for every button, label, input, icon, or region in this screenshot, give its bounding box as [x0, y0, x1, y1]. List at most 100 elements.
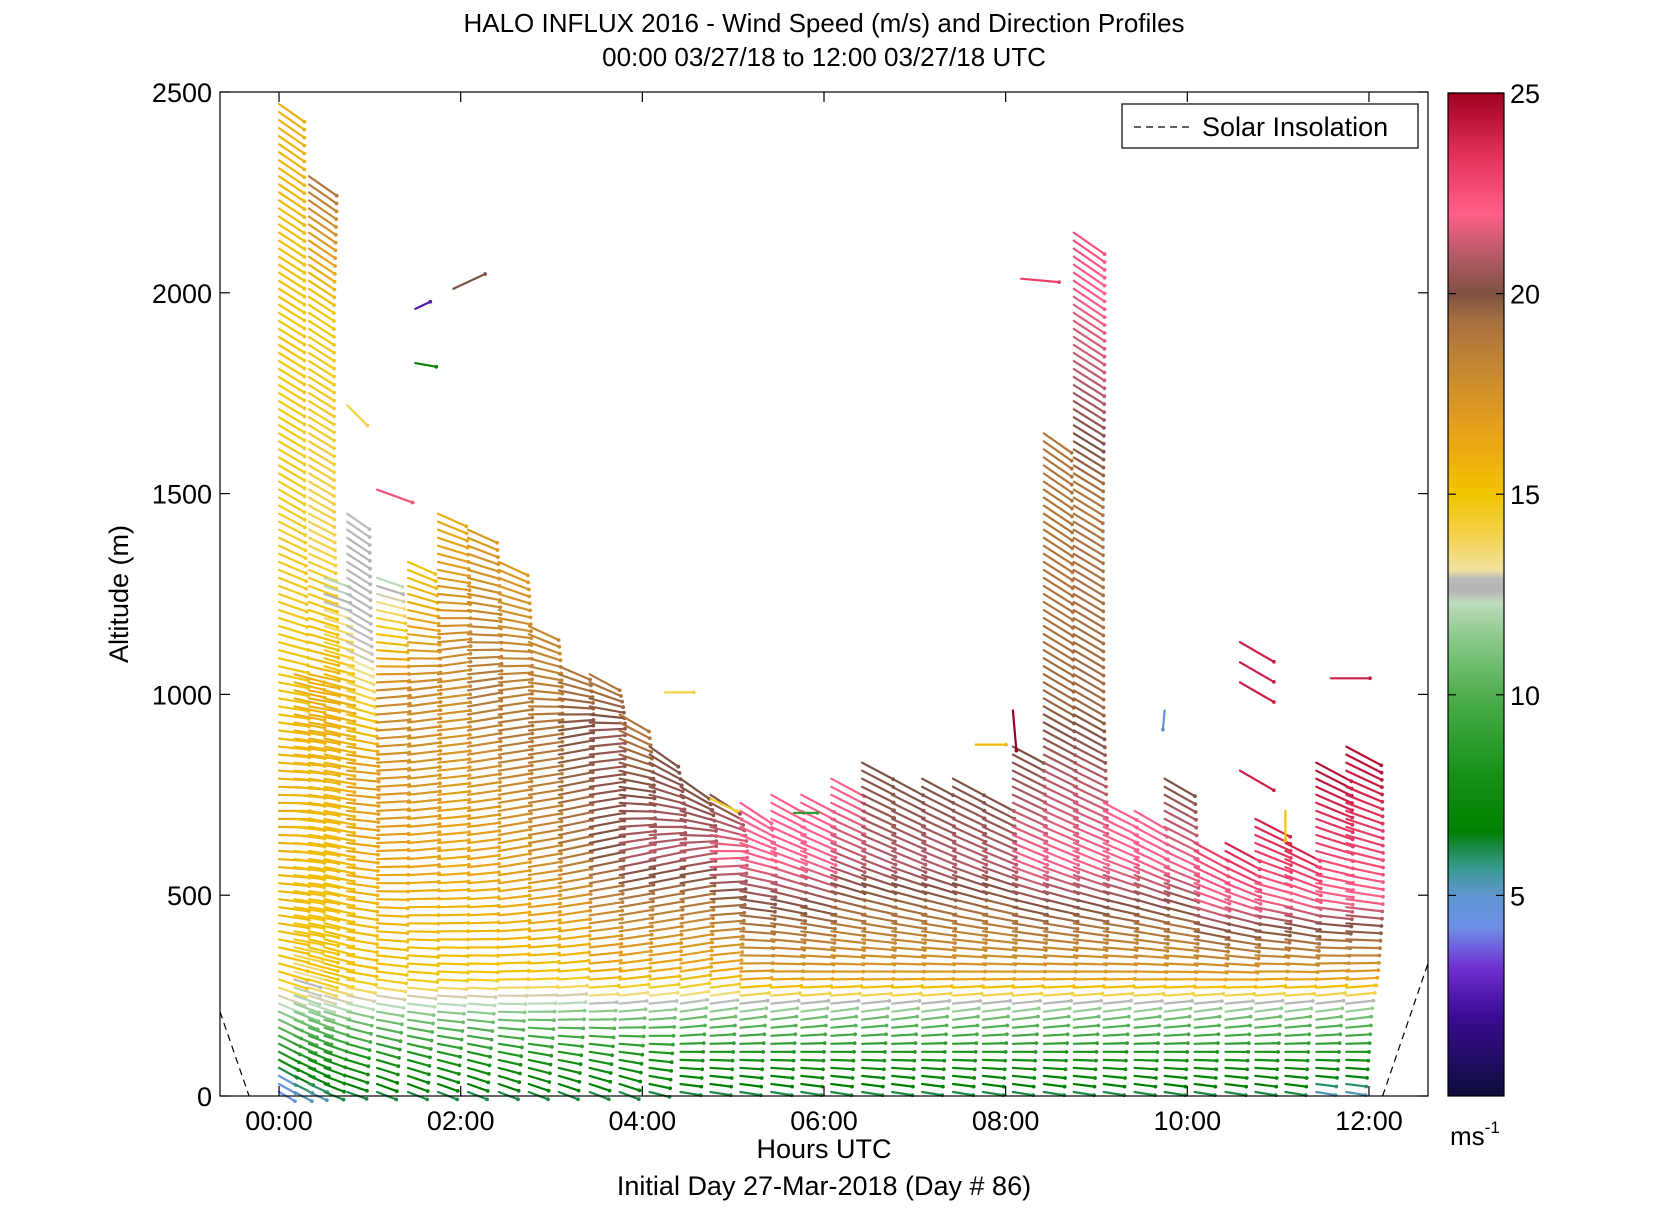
wind-vector-head [941, 1067, 946, 1072]
wind-vector-head [404, 636, 409, 640]
wind-vector-head [588, 917, 592, 921]
wind-vector-shaft [323, 994, 353, 1005]
wind-vector-head [302, 422, 307, 427]
wind-vector [346, 665, 376, 679]
wind-vector-head [495, 548, 500, 552]
wind-vector-head [463, 995, 468, 1000]
wind-vector-shaft [981, 977, 1016, 981]
wind-vector-shaft [981, 1041, 1008, 1045]
wind-vector-head [302, 223, 307, 228]
wind-vector [376, 734, 412, 740]
wind-vector-head [620, 908, 625, 913]
wind-vector [307, 665, 341, 675]
wind-vector-head [530, 699, 534, 704]
wind-vector-shaft [376, 800, 411, 804]
wind-vector-head [738, 974, 743, 978]
wind-vector-head [675, 990, 680, 995]
wind-vector-head [1033, 1050, 1038, 1054]
wind-vector-head [529, 629, 533, 634]
wind-vector-head [826, 999, 831, 1003]
wind-vector [323, 761, 357, 771]
wind-vector-head [953, 933, 958, 938]
wind-vector [307, 351, 336, 371]
wind-vector-shaft [307, 584, 338, 598]
wind-vector-head [332, 486, 336, 490]
wind-vector-head [456, 1080, 461, 1085]
wind-vector [307, 962, 340, 973]
wind-vector-head [1008, 999, 1013, 1003]
wind-vector-shaft [277, 311, 306, 330]
wind-vector-head [853, 1023, 858, 1028]
wind-vector-head [332, 279, 337, 284]
wind-vector [277, 175, 307, 196]
wind-vector [277, 199, 307, 220]
wind-vector-head [1101, 697, 1106, 702]
wind-vector-shaft [436, 970, 469, 974]
wind-vector-head [851, 1067, 855, 1072]
wind-vector [307, 472, 336, 490]
wind-vector-head [763, 1023, 767, 1028]
wind-vector-head [1102, 745, 1107, 750]
wind-vector-shaft [466, 970, 499, 974]
wind-vector-head [528, 876, 532, 881]
wind-vector [346, 978, 378, 987]
wind-vector-head [893, 847, 897, 851]
wind-vector-shaft [277, 689, 310, 697]
wind-vector [277, 488, 307, 507]
wind-vector [346, 520, 372, 539]
wind-vector-shaft [346, 801, 380, 808]
wind-vector [307, 624, 340, 637]
wind-vector [346, 528, 372, 547]
wind-vector-head [332, 366, 336, 371]
wind-vector-shaft [800, 1033, 827, 1037]
wind-vector-shaft [323, 681, 355, 692]
wind-vector-head [376, 820, 381, 825]
wind-vector-shaft [527, 712, 564, 716]
wind-vector-shaft [277, 159, 306, 179]
wind-vector-head [1103, 753, 1107, 757]
wind-vector-head [335, 625, 340, 629]
wind-vector-shaft [323, 673, 355, 684]
wind-vector-head [650, 924, 654, 929]
wind-vector-shaft [293, 681, 326, 692]
wind-vector-head [580, 1035, 585, 1040]
wind-vector-shaft [277, 175, 306, 195]
wind-vector-head [368, 614, 373, 618]
wind-vector-head [332, 295, 337, 300]
wind-vector-shaft [951, 1041, 978, 1045]
wind-vector-head [498, 755, 503, 760]
wind-vector-head [438, 684, 443, 689]
wind-vector-head [432, 1005, 437, 1009]
wind-vector [277, 215, 307, 235]
wind-vector-head [763, 1014, 768, 1019]
wind-vector-shaft [739, 1058, 764, 1062]
wind-vector-head [437, 838, 442, 842]
wind-vector-shaft [307, 319, 335, 338]
wind-vector [277, 600, 309, 614]
wind-vector [277, 448, 307, 467]
wind-vector-shaft [307, 865, 340, 873]
wind-vector-head [438, 724, 443, 729]
wind-vector-shaft [376, 865, 410, 869]
wind-vector-head [332, 446, 336, 451]
wind-vector-head [528, 860, 532, 864]
wind-vector-shaft [770, 1041, 796, 1045]
wind-vector [307, 303, 336, 323]
wind-vector-head [367, 527, 372, 532]
wind-vector [277, 135, 307, 156]
wind-vector-shaft [277, 681, 310, 690]
wind-vector-head [672, 1016, 677, 1020]
wind-vector-shaft [346, 592, 372, 610]
wind-vector-head [302, 494, 307, 499]
wind-vector-shaft [346, 1066, 369, 1076]
wind-vector-shaft [293, 938, 325, 946]
wind-vector-head [375, 749, 380, 754]
wind-vector-shaft [323, 761, 356, 770]
wind-vector-shaft [376, 970, 408, 977]
wind-vector-head [952, 948, 957, 952]
wind-vector-head [492, 1003, 497, 1008]
wind-vector [307, 480, 336, 498]
wind-vector-head [711, 899, 716, 904]
wind-vector-head [884, 1023, 889, 1028]
wind-vector-head [1101, 617, 1106, 622]
